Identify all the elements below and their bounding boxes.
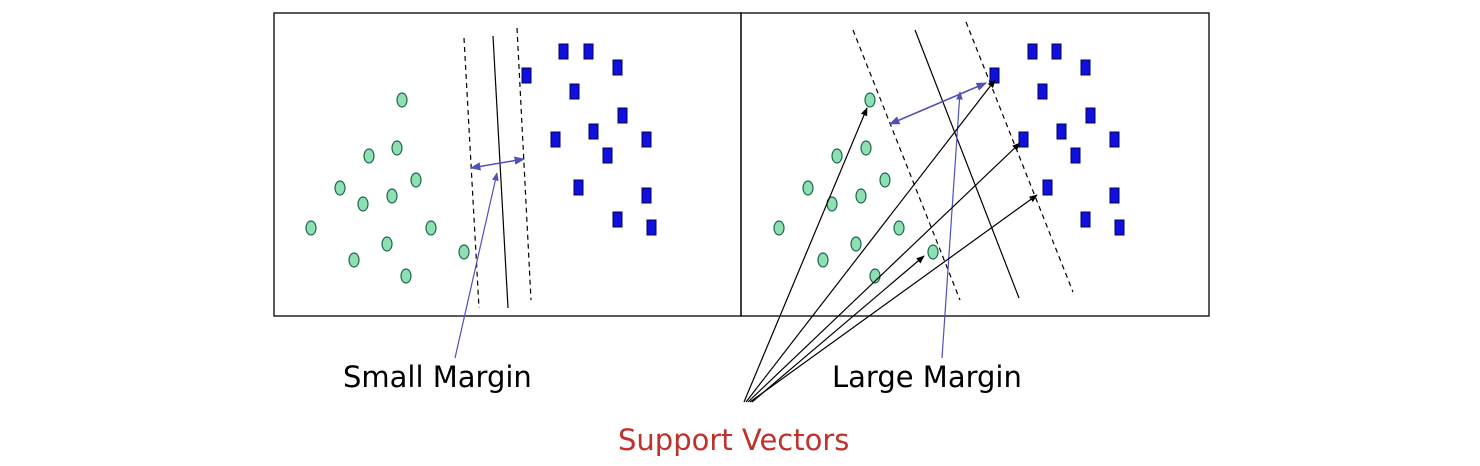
large-margin-pointer: [941, 91, 963, 359]
large-margin-caption: Large Margin: [832, 360, 1022, 394]
circle-point: [305, 220, 317, 236]
circle-point: [400, 268, 412, 284]
square-point: [521, 67, 532, 84]
circle-point: [363, 148, 375, 164]
support-vectors-caption: Support Vectors: [618, 423, 850, 457]
circle-point: [458, 244, 470, 260]
circle-point: [893, 220, 905, 236]
square-point: [641, 131, 652, 148]
support-vector-arrow: [743, 107, 868, 403]
square-point: [617, 107, 628, 124]
circle-point: [879, 172, 891, 188]
circle-point: [927, 244, 939, 260]
circle-point: [831, 148, 843, 164]
square-point: [1037, 83, 1048, 100]
square-point: [1114, 219, 1125, 236]
circle-point: [386, 188, 398, 204]
circle-point: [348, 252, 360, 268]
circle-point: [425, 220, 437, 236]
circle-point: [864, 92, 876, 108]
class-b-points-right: [989, 43, 1125, 236]
square-point: [646, 219, 657, 236]
square-point: [1070, 147, 1081, 164]
square-point: [558, 43, 569, 60]
support-vector-arrow: [749, 194, 1038, 403]
circle-point: [334, 180, 346, 196]
square-point: [1018, 131, 1029, 148]
margin-line-left-a: [463, 37, 480, 309]
large-margin-width-arrow: [889, 82, 987, 125]
support-vector-arrows: [743, 79, 1038, 403]
circle-point: [817, 252, 829, 268]
small-margin-panel: [273, 12, 742, 317]
large-margin-panel: [740, 12, 1210, 317]
square-point: [583, 43, 594, 60]
square-point: [1080, 211, 1091, 228]
square-point: [602, 147, 613, 164]
square-point: [1051, 43, 1062, 60]
circle-point: [773, 220, 785, 236]
square-point: [641, 187, 652, 204]
class-a-points-left: [305, 92, 470, 284]
square-point: [588, 123, 599, 140]
square-point: [612, 211, 623, 228]
circle-point: [855, 188, 867, 204]
circle-point: [410, 172, 422, 188]
support-vector-arrow: [751, 255, 925, 403]
class-a-points-right: [773, 92, 939, 284]
circle-point: [396, 92, 408, 108]
support-vector-arrow: [747, 142, 1021, 403]
square-point: [550, 131, 561, 148]
square-point: [1056, 123, 1067, 140]
support-vector-arrow: [745, 79, 996, 403]
circle-point: [850, 236, 862, 252]
square-point: [569, 83, 580, 100]
circle-point: [357, 196, 369, 212]
small-margin-width-arrow: [469, 156, 526, 171]
circle-point: [802, 180, 814, 196]
square-point: [1085, 107, 1096, 124]
circle-point: [860, 140, 872, 156]
decision-boundary-right: [914, 29, 1020, 299]
square-point: [1042, 179, 1053, 196]
class-b-points-left: [521, 43, 657, 236]
circle-point: [391, 140, 403, 156]
square-point: [1109, 187, 1120, 204]
large-margin-boundaries: [852, 21, 1074, 301]
margin-line-right-a: [852, 29, 961, 301]
square-point: [1109, 131, 1120, 148]
square-point: [1080, 59, 1091, 76]
square-point: [1027, 43, 1038, 60]
circle-point: [381, 236, 393, 252]
decision-boundary-left: [492, 35, 509, 309]
square-point: [573, 179, 584, 196]
margin-line-right-b: [965, 21, 1074, 293]
small-margin-pointer: [454, 172, 499, 359]
square-point: [612, 59, 623, 76]
small-margin-caption: Small Margin: [343, 360, 532, 394]
